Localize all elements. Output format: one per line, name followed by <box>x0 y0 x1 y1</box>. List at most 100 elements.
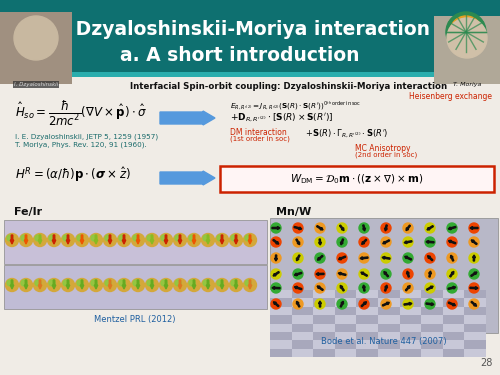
Text: Fe/Ir: Fe/Ir <box>14 207 42 217</box>
Circle shape <box>7 235 13 241</box>
Text: V. Dzyaloshinskii-Moriya interaction: V. Dzyaloshinskii-Moriya interaction <box>50 20 430 39</box>
Circle shape <box>293 269 303 279</box>
Circle shape <box>381 253 391 263</box>
Circle shape <box>447 269 457 279</box>
Text: $\hat{H}_{so} = \dfrac{\hbar}{2mc^2}(\nabla V \times \hat{\mathbf{p}}) \cdot \ha: $\hat{H}_{so} = \dfrac{\hbar}{2mc^2}(\na… <box>15 99 147 128</box>
Bar <box>335 290 356 298</box>
Circle shape <box>337 223 347 233</box>
Circle shape <box>174 279 186 291</box>
FancyArrow shape <box>273 239 279 244</box>
Bar <box>292 349 313 357</box>
FancyArrow shape <box>427 226 434 230</box>
Bar <box>443 332 464 340</box>
Circle shape <box>359 299 369 309</box>
Bar <box>0 0 500 72</box>
Bar <box>378 315 400 324</box>
Circle shape <box>217 235 223 241</box>
Bar <box>356 290 378 298</box>
FancyArrow shape <box>52 235 56 244</box>
Circle shape <box>447 283 457 293</box>
Bar <box>400 307 421 315</box>
Bar <box>313 324 335 332</box>
Circle shape <box>6 279 18 291</box>
Bar <box>313 349 335 357</box>
Bar <box>292 324 313 332</box>
Circle shape <box>403 283 413 293</box>
Text: MC Anisotropy: MC Anisotropy <box>355 144 410 153</box>
FancyArrow shape <box>10 235 14 244</box>
Circle shape <box>90 279 102 291</box>
Bar <box>313 315 335 324</box>
Circle shape <box>230 279 242 291</box>
Bar <box>464 315 486 324</box>
Text: Interfacial Spin-orbit coupling: Dzyaloshinskii-Moriya interaction: Interfacial Spin-orbit coupling: Dzyalos… <box>130 82 447 91</box>
Circle shape <box>337 237 347 247</box>
FancyArrow shape <box>38 235 42 244</box>
Circle shape <box>202 234 214 246</box>
Circle shape <box>403 237 413 247</box>
Bar <box>443 324 464 332</box>
FancyArrow shape <box>471 301 476 306</box>
FancyArrow shape <box>426 240 434 243</box>
Circle shape <box>293 237 303 247</box>
Text: $E_{R,R^{\prime}{}^{(2)}} = J_{R,R^{\prime}{}^{(2)}}(\mathbf{S}(R)\cdot\mathbf{S: $E_{R,R^{\prime}{}^{(2)}} = J_{R,R^{\pri… <box>230 99 362 112</box>
Bar <box>0 12 72 84</box>
Bar <box>270 349 291 357</box>
Bar <box>378 340 400 349</box>
Bar <box>335 324 356 332</box>
Circle shape <box>34 279 46 291</box>
FancyArrow shape <box>206 280 210 289</box>
Circle shape <box>147 280 153 286</box>
FancyArrow shape <box>316 226 323 230</box>
Circle shape <box>425 283 435 293</box>
Bar <box>443 298 464 307</box>
Text: (1st order in soc): (1st order in soc) <box>230 136 290 142</box>
Circle shape <box>161 235 167 241</box>
Bar <box>400 298 421 307</box>
Circle shape <box>403 253 413 263</box>
Circle shape <box>147 235 153 241</box>
FancyArrow shape <box>382 302 390 306</box>
FancyArrow shape <box>361 272 368 276</box>
Bar <box>292 332 313 340</box>
FancyArrow shape <box>406 225 410 231</box>
Circle shape <box>315 283 325 293</box>
Text: Mentzel PRL (2012): Mentzel PRL (2012) <box>94 315 176 324</box>
FancyArrow shape <box>192 280 196 289</box>
Circle shape <box>271 237 281 247</box>
Circle shape <box>469 269 479 279</box>
FancyArrow shape <box>318 255 323 260</box>
Bar <box>335 298 356 307</box>
FancyArrow shape <box>24 235 28 244</box>
Circle shape <box>62 234 74 246</box>
Circle shape <box>188 279 200 291</box>
FancyArrow shape <box>382 256 390 259</box>
FancyArrow shape <box>340 301 344 307</box>
FancyArrow shape <box>150 235 154 244</box>
Circle shape <box>104 234 117 246</box>
Bar <box>464 307 486 315</box>
Bar <box>443 315 464 324</box>
Circle shape <box>359 223 369 233</box>
Bar <box>270 315 291 324</box>
Circle shape <box>49 235 55 241</box>
FancyArrow shape <box>361 302 366 307</box>
Circle shape <box>458 24 474 40</box>
Circle shape <box>76 234 88 246</box>
Circle shape <box>160 234 172 246</box>
Bar <box>400 290 421 298</box>
FancyArrow shape <box>340 239 344 245</box>
Circle shape <box>146 234 158 246</box>
Bar <box>378 307 400 315</box>
FancyArrow shape <box>296 239 300 245</box>
Bar <box>356 340 378 349</box>
Circle shape <box>105 280 111 286</box>
Circle shape <box>14 16 58 60</box>
Circle shape <box>447 223 457 233</box>
Bar <box>335 332 356 340</box>
Text: (2nd order in soc): (2nd order in soc) <box>355 152 417 159</box>
Bar <box>400 324 421 332</box>
Circle shape <box>425 223 435 233</box>
FancyArrow shape <box>362 239 367 244</box>
FancyBboxPatch shape <box>220 166 494 192</box>
